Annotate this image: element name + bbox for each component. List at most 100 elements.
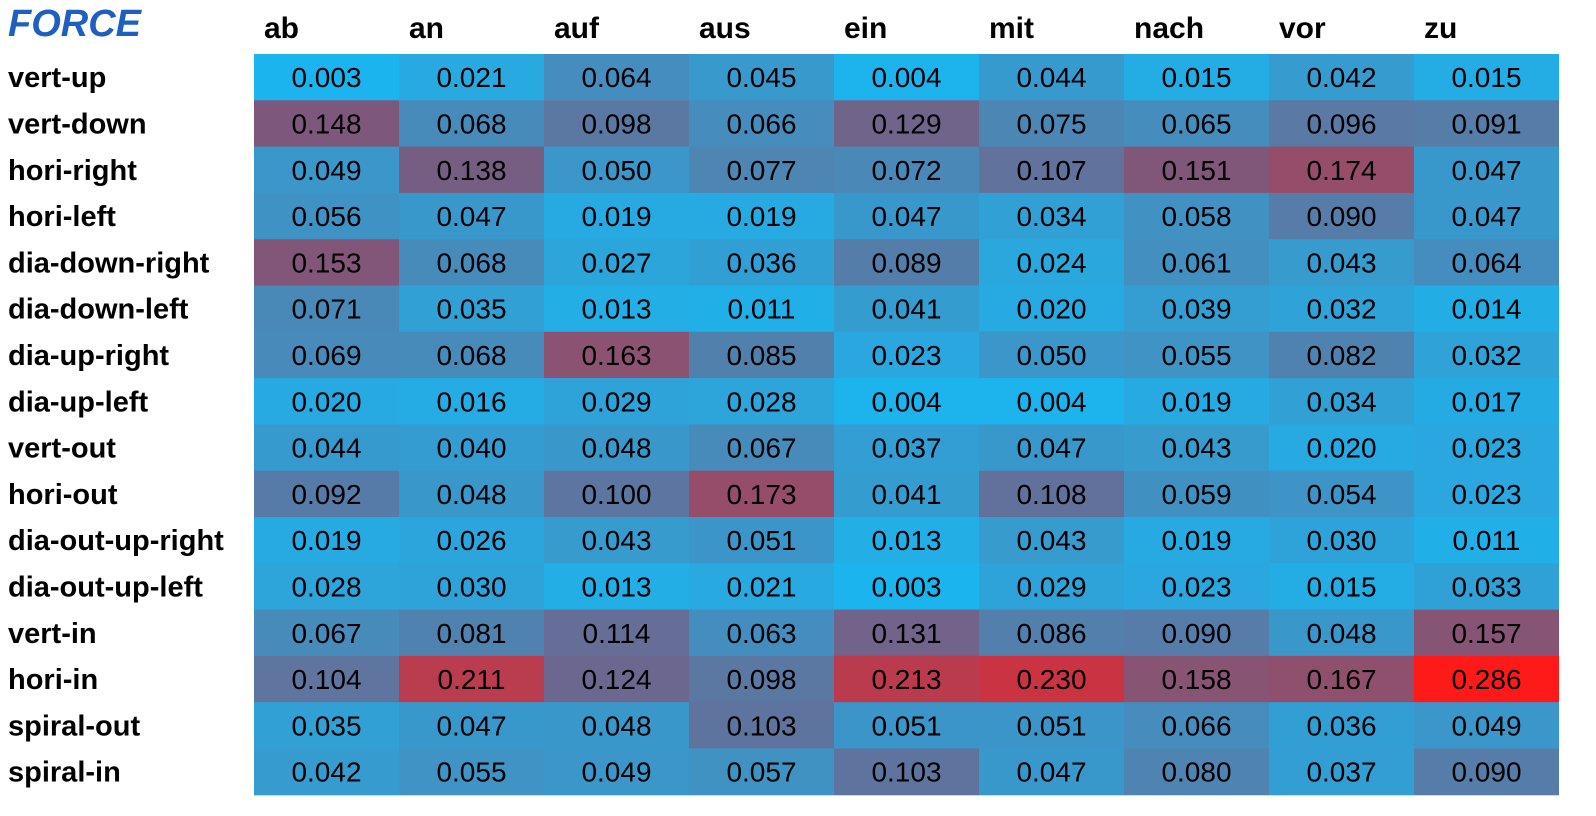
heatmap-cell: [979, 748, 1124, 796]
heatmap-cell: [834, 192, 979, 240]
heatmap-cell: [1414, 54, 1559, 101]
heatmap-cell: [544, 655, 689, 703]
cell-value-label: 0.013: [581, 294, 651, 325]
cell-value-label: 0.035: [291, 710, 361, 741]
heatmap-cell: [1269, 563, 1414, 611]
cell-value-label: 0.023: [1161, 571, 1231, 602]
column-label-auf: auf: [554, 12, 600, 45]
heatmap-cell: [399, 424, 544, 472]
heatmap-cell: [834, 563, 979, 611]
heatmap-cell: [544, 378, 689, 425]
heatmap-cell: [254, 655, 399, 703]
cell-value-label: 0.050: [1016, 340, 1086, 371]
heatmap-cell: [544, 192, 689, 240]
heatmap-cell: [1124, 192, 1269, 240]
heatmap-cell: [544, 285, 689, 333]
cell-value-label: 0.071: [291, 294, 361, 325]
cell-value-label: 0.067: [291, 618, 361, 649]
heatmap-cell: [254, 146, 399, 194]
heatmap-cell: [1124, 146, 1269, 194]
column-label-ab: ab: [264, 12, 299, 45]
heatmap-cell: [689, 239, 834, 286]
heatmap-cell: [399, 563, 544, 611]
heatmap-cell: [399, 239, 544, 286]
heatmap-cell: [1414, 331, 1559, 379]
cell-value-label: 0.004: [871, 62, 941, 93]
cell-value-label: 0.029: [581, 386, 651, 417]
cell-value-label: 0.055: [436, 757, 506, 788]
heatmap-cell: [254, 470, 399, 518]
cell-value-label: 0.030: [436, 571, 506, 602]
heatmap-cell: [1124, 100, 1269, 148]
cell-value-label: 0.107: [1016, 155, 1086, 186]
heatmap-cell: [834, 517, 979, 564]
heatmap-cell: [544, 517, 689, 564]
heatmap-cell: [1414, 285, 1559, 333]
cell-value-label: 0.091: [1451, 108, 1521, 139]
cell-value-label: 0.086: [1016, 618, 1086, 649]
cell-value-label: 0.108: [1016, 479, 1086, 510]
heatmap-cell: [1269, 331, 1414, 379]
cell-value-label: 0.051: [871, 710, 941, 741]
cell-value-label: 0.056: [291, 201, 361, 232]
heatmap-cell: [979, 702, 1124, 749]
cell-value-label: 0.032: [1451, 340, 1521, 371]
cell-value-label: 0.048: [581, 433, 651, 464]
column-label-zu: zu: [1424, 12, 1457, 45]
cell-value-label: 0.015: [1451, 62, 1521, 93]
heatmap-cell: [689, 702, 834, 749]
row-label-hori-right: hori-right: [8, 155, 137, 187]
column-label-aus: aus: [699, 12, 751, 45]
heatmap-cell: [399, 748, 544, 796]
heatmap-cell: [1269, 470, 1414, 518]
heatmap-cell: [1124, 702, 1269, 749]
heatmap-cell: [544, 424, 689, 472]
cell-value-label: 0.044: [291, 433, 361, 464]
heatmap-cell: [689, 424, 834, 472]
row-label-dia-up-left: dia-up-left: [8, 386, 148, 418]
cell-value-label: 0.039: [1161, 294, 1231, 325]
row-label-dia-up-right: dia-up-right: [8, 340, 169, 372]
cell-value-label: 0.230: [1016, 664, 1086, 695]
column-label-mit: mit: [989, 12, 1034, 45]
cell-value-label: 0.045: [726, 62, 796, 93]
heatmap-cell: [689, 331, 834, 379]
heatmap-cell: [1124, 517, 1269, 564]
heatmap-cell: [1124, 609, 1269, 657]
heatmap-cell: [1414, 609, 1559, 657]
heatmap-cell: [399, 609, 544, 657]
row-labels: vert-up vert-down hori-right hori-left dia-d…: [8, 62, 224, 789]
cell-value-label: 0.029: [1016, 571, 1086, 602]
row-label-vert-in: vert-in: [8, 618, 97, 650]
heatmap-cell: [254, 100, 399, 148]
cell-value-label: 0.163: [581, 340, 651, 371]
cell-value-label: 0.043: [1016, 525, 1086, 556]
cell-value-label: 0.019: [581, 201, 651, 232]
cell-value-label: 0.004: [871, 386, 941, 417]
heatmap-cell: [399, 702, 544, 749]
cell-value-label: 0.047: [436, 201, 506, 232]
cell-value-label: 0.024: [1016, 247, 1086, 278]
cell-value-label: 0.042: [1306, 62, 1376, 93]
heatmap-cell: [1269, 609, 1414, 657]
heatmap-cell: [979, 146, 1124, 194]
heatmap-cell: [834, 100, 979, 148]
cell-value-label: 0.063: [726, 618, 796, 649]
heatmap-cell: [1414, 655, 1559, 703]
heatmap-cell: [979, 54, 1124, 101]
row-label-dia-down-right: dia-down-right: [8, 247, 210, 279]
cell-value-label: 0.081: [436, 618, 506, 649]
cell-value-label: 0.054: [1306, 479, 1376, 510]
cell-value-labels: 0.003 0.021 0.064 0.045 0.004 0.044 0.015 0.042…: [291, 62, 1521, 788]
row-label-spiral-in: spiral-in: [8, 757, 121, 789]
heatmap-cell: [544, 54, 689, 101]
cell-value-label: 0.286: [1451, 664, 1521, 695]
cell-value-label: 0.068: [436, 247, 506, 278]
heatmap-cell: [689, 378, 834, 425]
heatmap-cell: [689, 285, 834, 333]
cell-value-label: 0.032: [1306, 294, 1376, 325]
heatmap-cell: [544, 470, 689, 518]
heatmap-cell: [834, 609, 979, 657]
row-label-hori-in: hori-in: [8, 664, 98, 696]
column-labels: ab an auf aus ein mit nach vor zu: [264, 12, 1457, 45]
